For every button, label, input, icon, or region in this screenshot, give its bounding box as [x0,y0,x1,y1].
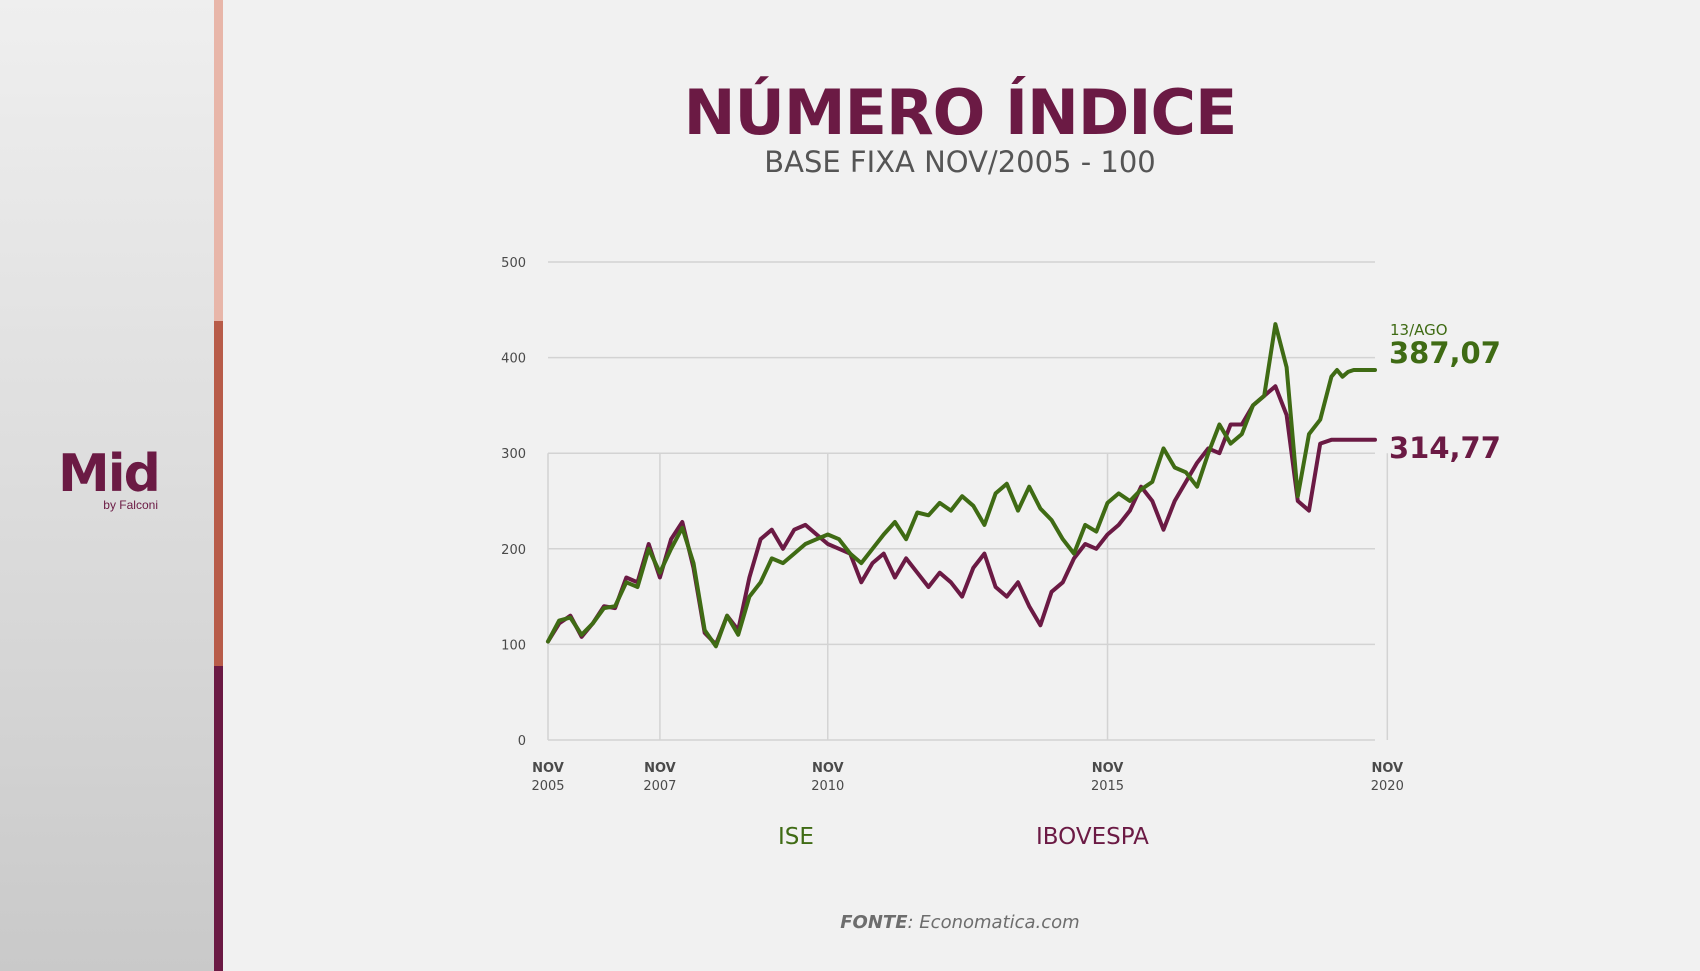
x-tick-year: 2007 [643,779,676,794]
accent-stripe-mid [214,321,223,666]
chart-subtitle: BASE FIXA NOV/2005 - 100 [764,145,1156,179]
source-label: FONTE [840,912,908,933]
brand-name: Mid [58,444,161,504]
brand-byline: by Falconi [103,498,158,512]
y-tick-label: 300 [501,447,526,462]
sidebar-panel [0,0,214,971]
x-tick-year: 2020 [1371,779,1404,794]
chart-title: NÚMERO ÍNDICE [683,76,1238,149]
y-tick-label: 200 [501,543,526,558]
x-tick-year: 2015 [1091,779,1124,794]
y-tick-label: 500 [501,256,526,271]
legend-ise: ISE [778,824,814,850]
source-note: FONTE: Economatica.com [700,912,1220,933]
x-tick-year: 2005 [531,779,564,794]
x-tick-month: NOV [644,761,676,776]
y-tick-label: 400 [501,352,526,367]
accent-stripe-light [214,0,223,321]
y-tick-label: 100 [501,638,526,653]
x-tick-month: NOV [1371,761,1403,776]
annotation-ibovespa-value: 314,77 [1389,431,1501,465]
source-text: : Economatica.com [907,912,1080,933]
x-tick-year: 2010 [811,779,844,794]
series-line-ise [546,322,1377,649]
x-tick-month: NOV [812,761,844,776]
brand-logo: Mid by Falconi [58,448,178,512]
y-tick-label: 0 [518,734,526,749]
x-tick-month: NOV [532,761,564,776]
accent-stripe-dark [214,666,223,971]
annotation-ise-value: 387,07 [1389,336,1501,370]
legend-ibovespa: IBOVESPA [1036,824,1149,850]
x-tick-month: NOV [1092,761,1124,776]
series-line-ibovespa [546,384,1377,647]
annotation-date: 13/AGO [1390,321,1448,339]
